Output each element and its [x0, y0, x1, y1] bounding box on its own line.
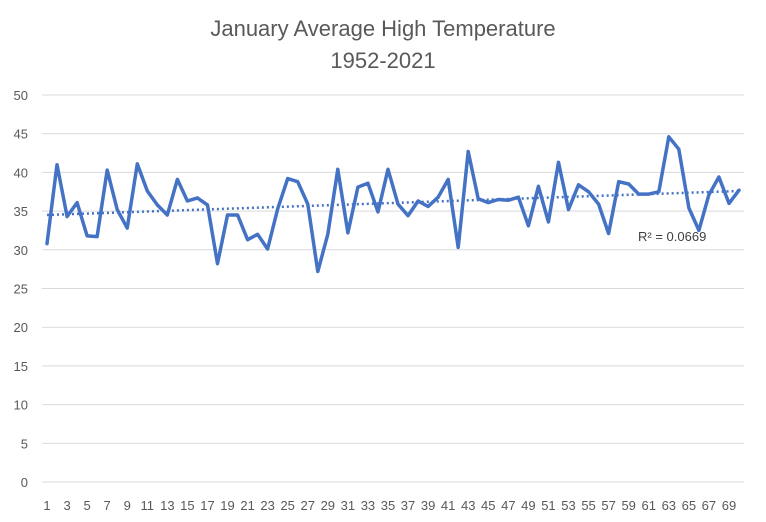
- x-tick-label: 21: [240, 498, 254, 513]
- x-tick-label: 47: [501, 498, 515, 513]
- x-tick-label: 27: [301, 498, 315, 513]
- y-tick-label: 35: [14, 204, 28, 219]
- chart-title: January Average High Temperature: [210, 16, 555, 41]
- gridlines: [42, 94, 744, 483]
- x-tick-label: 17: [200, 498, 214, 513]
- r-squared-label: R² = 0.0669: [638, 229, 706, 244]
- x-tick-label: 35: [381, 498, 395, 513]
- x-tick-label: 23: [260, 498, 274, 513]
- chart-subtitle: 1952-2021: [330, 48, 435, 73]
- x-tick-label: 15: [180, 498, 194, 513]
- x-tick-label: 59: [621, 498, 635, 513]
- y-tick-label: 40: [14, 165, 28, 180]
- x-tick-label: 37: [401, 498, 415, 513]
- x-tick-label: 11: [141, 498, 155, 513]
- x-tick-label: 13: [160, 498, 174, 513]
- x-tick-label: 63: [662, 498, 676, 513]
- y-axis-tick-labels: 0 5 10 15 20 25 30 35 40 45 50: [14, 88, 28, 490]
- x-tick-label: 43: [461, 498, 475, 513]
- y-tick-label: 45: [14, 127, 28, 142]
- x-tick-label: 3: [63, 498, 70, 513]
- x-tick-label: 5: [83, 498, 90, 513]
- y-tick-label: 25: [14, 282, 28, 297]
- x-tick-label: 51: [541, 498, 555, 513]
- y-tick-label: 0: [21, 475, 28, 490]
- x-tick-label: 29: [321, 498, 335, 513]
- x-tick-label: 31: [341, 498, 355, 513]
- x-tick-label: 19: [220, 498, 234, 513]
- y-tick-label: 5: [21, 436, 28, 451]
- x-tick-label: 1: [43, 498, 50, 513]
- x-tick-label: 53: [561, 498, 575, 513]
- y-tick-label: 15: [14, 359, 28, 374]
- x-tick-label: 69: [722, 498, 736, 513]
- x-tick-label: 33: [361, 498, 375, 513]
- y-tick-label: 50: [14, 88, 28, 103]
- x-tick-label: 57: [601, 498, 615, 513]
- y-tick-label: 20: [14, 320, 28, 335]
- x-tick-label: 67: [702, 498, 716, 513]
- x-tick-label: 39: [421, 498, 435, 513]
- x-tick-label: 61: [642, 498, 656, 513]
- x-tick-label: 41: [441, 498, 455, 513]
- y-tick-label: 10: [14, 398, 28, 413]
- x-tick-label: 55: [581, 498, 595, 513]
- x-axis-tick-labels: 1 3 5 7 9 11 13 15 17 19 21 23 25 27 29 31 33 35 37 39 41 43 4…: [43, 498, 736, 513]
- y-tick-label: 30: [14, 243, 28, 258]
- x-tick-label: 45: [481, 498, 495, 513]
- x-tick-label: 49: [521, 498, 535, 513]
- x-tick-label: 65: [682, 498, 696, 513]
- x-tick-label: 25: [280, 498, 294, 513]
- x-tick-label: 7: [104, 498, 111, 513]
- x-tick-label: 9: [124, 498, 131, 513]
- series-line: [45, 135, 741, 274]
